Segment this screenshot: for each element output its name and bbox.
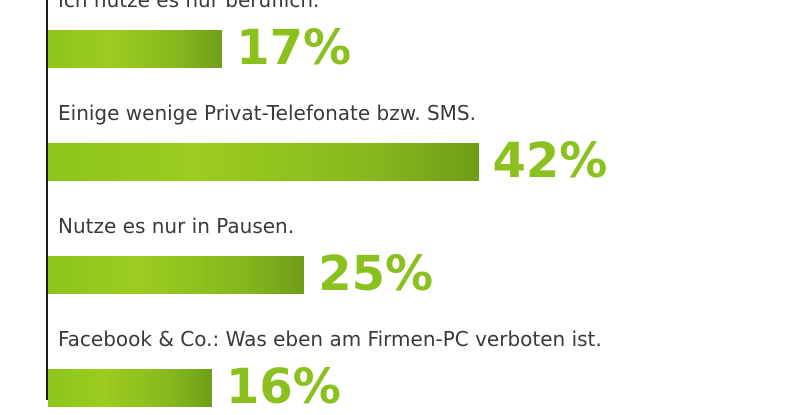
bar — [48, 369, 212, 407]
value-label: 42% — [492, 133, 608, 189]
bar-chart: Ich nutze es nur beruflich. 17% Einige wen… — [46, 0, 608, 411]
bar — [48, 143, 479, 181]
bar — [48, 30, 223, 68]
value-label: 16% — [226, 359, 341, 415]
category-label: Facebook & Co.: Was eben am Firmen-PC ve… — [58, 327, 602, 351]
bar — [48, 256, 305, 294]
value-label: 25% — [318, 246, 434, 302]
y-axis-line — [46, 0, 48, 400]
category-label: Nutze es nur in Pausen. — [58, 214, 295, 238]
category-label: Ich nutze es nur beruflich. — [58, 0, 320, 12]
category-label: Einige wenige Privat-Telefonate bzw. SMS… — [58, 101, 476, 125]
value-label: 17% — [236, 20, 352, 76]
